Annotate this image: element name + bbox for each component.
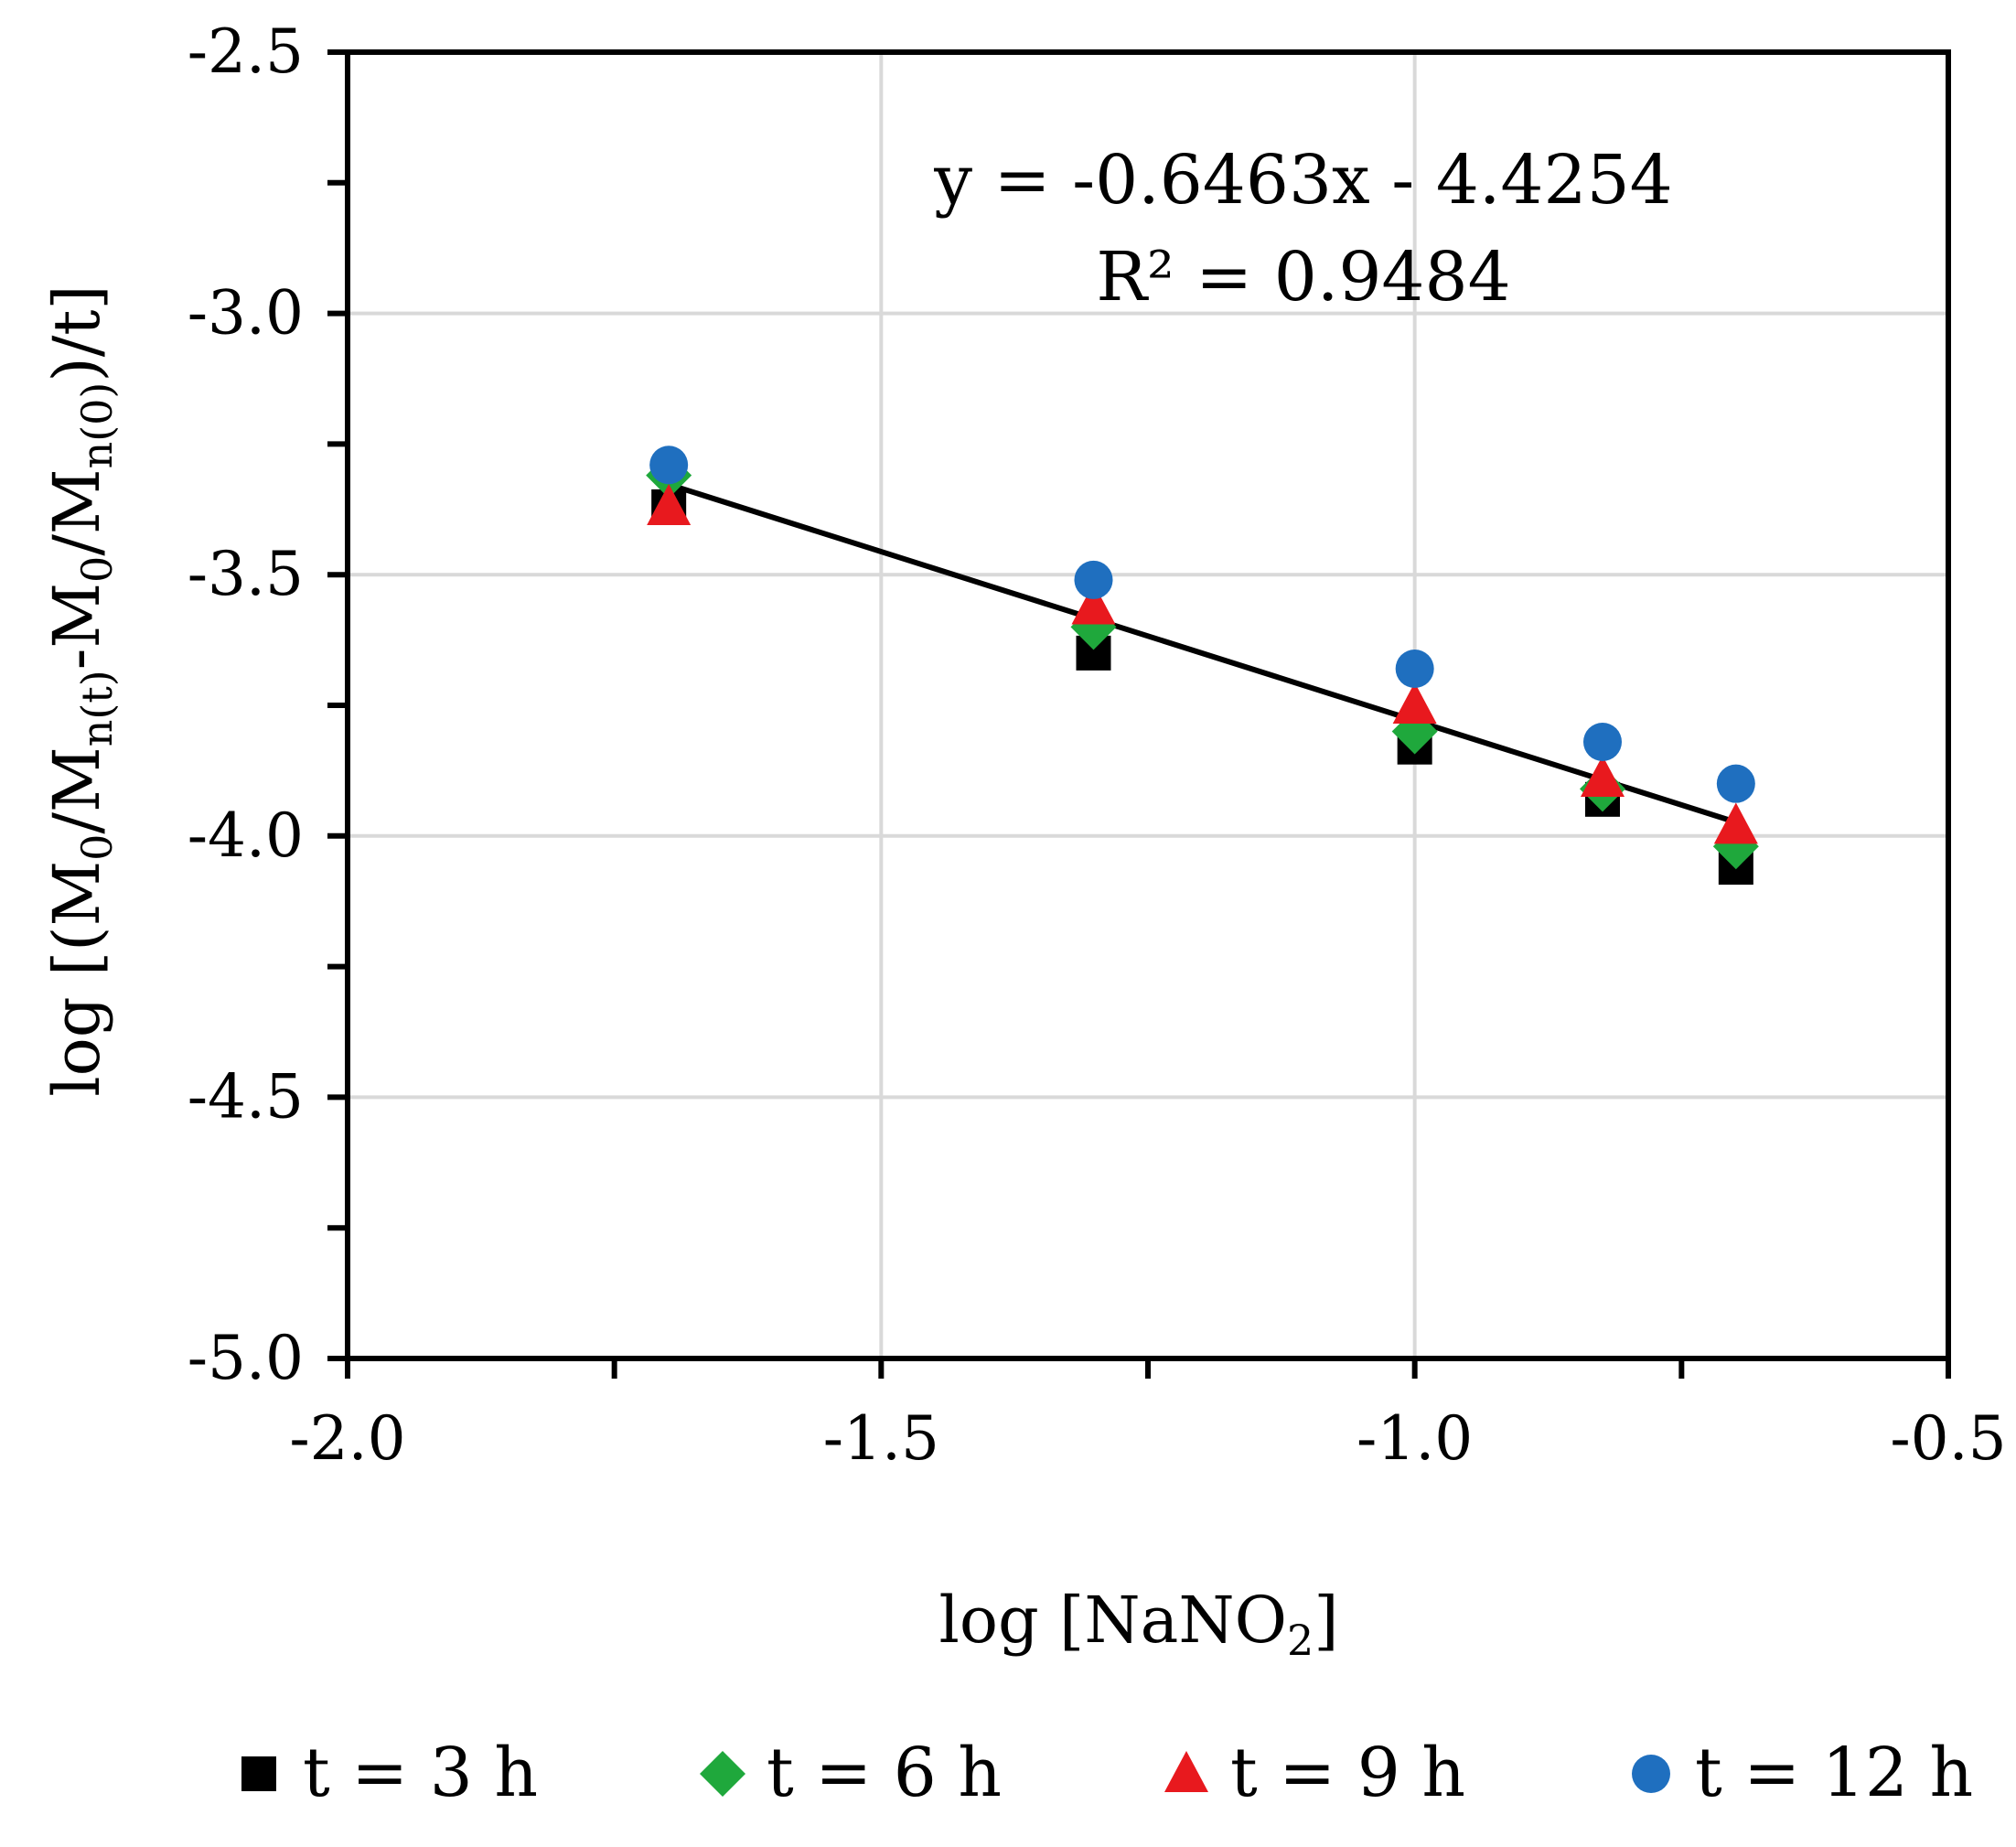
legend-marker (1632, 1755, 1670, 1793)
trendline-r-squared: R² = 0.9484 (1096, 238, 1510, 317)
data-point (1583, 722, 1622, 761)
y-axis-title-part: n(t) (72, 670, 122, 746)
x-axis-title-end: ] (1314, 1583, 1338, 1658)
x-axis-title: log [NaNO2] (938, 1583, 1338, 1665)
legend-label: t = 9 h (1230, 1734, 1465, 1812)
data-point (647, 483, 692, 525)
axis-ticks (327, 49, 1951, 1379)
legend-label: t = 3 h (303, 1734, 538, 1812)
y-axis-title-part: /M (39, 468, 114, 555)
markers (646, 446, 1759, 886)
legend-marker (241, 1756, 276, 1791)
x-tick-label: -1.5 (823, 1403, 939, 1474)
x-tick-label: -0.5 (1890, 1403, 2006, 1474)
y-tick-label: -4.5 (188, 1061, 304, 1132)
x-tick-label: -2.0 (289, 1403, 405, 1474)
data-point (1074, 560, 1113, 599)
y-tick-label: -2.5 (188, 16, 304, 87)
data-point (1716, 764, 1755, 803)
data-point (1581, 755, 1625, 797)
y-axis-title-part: n(0) (72, 382, 122, 469)
y-axis-title-part: /M (39, 746, 114, 833)
y-axis-title-part: 0 (72, 556, 122, 583)
x-axis-title-main: log [NaNO (938, 1583, 1287, 1658)
y-tick-label: -4.0 (188, 800, 304, 871)
legend-marker (700, 1751, 745, 1797)
trendline-equation: y = -0.6463x - 4.4254 (933, 141, 1673, 220)
y-axis-title-part: )/t] (39, 285, 114, 381)
y-tick-label: -3.0 (188, 278, 304, 349)
y-tick-label: -5.0 (188, 1323, 304, 1393)
data-point (1713, 802, 1758, 844)
plot-frame (345, 49, 1951, 1361)
y-tick-label: -3.5 (188, 539, 304, 609)
data-point (1071, 583, 1116, 625)
x-tick-label: -1.0 (1357, 1403, 1473, 1474)
tick-labels: -2.0 -1.5 -1.0 -0.5 -2.5 -3.0 -3.5 -4.0 -4.5 -5.0 (188, 16, 2007, 1474)
legend: t = 3 h t = 6 h t = 9 h t = 12 h (241, 1734, 1973, 1812)
y-axis-title: log [(M0/Mn(t)-M0/Mn(0))/t] (39, 285, 122, 1096)
legend-label: t = 12 h (1695, 1734, 1973, 1812)
legend-label: t = 6 h (767, 1734, 1002, 1812)
data-point (1392, 682, 1437, 724)
trendline (668, 481, 1737, 825)
data-point (1395, 650, 1434, 689)
x-axis-title-sub: 2 (1287, 1616, 1314, 1665)
legend-marker (1164, 1751, 1208, 1792)
y-axis-title-part: log [(M (39, 861, 114, 1097)
y-axis-title-part: -M (39, 583, 114, 670)
data-point (649, 446, 689, 485)
y-axis-title-part: 0 (72, 834, 122, 861)
